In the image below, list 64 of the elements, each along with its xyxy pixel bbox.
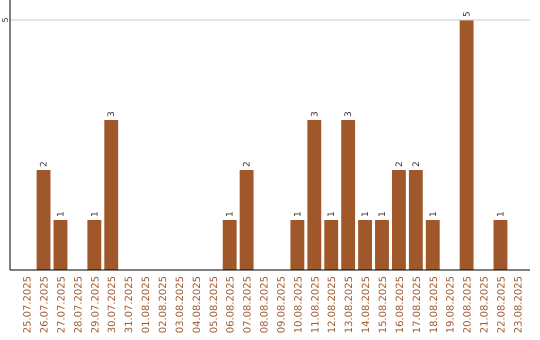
x-tick-label: 15.08.2025 bbox=[378, 276, 389, 334]
x-tick-label: 31.07.2025 bbox=[124, 276, 136, 334]
x-tick-label: 19.08.2025 bbox=[446, 276, 457, 334]
data-label: 1 bbox=[293, 211, 304, 217]
data-label: 2 bbox=[40, 161, 50, 167]
data-label: 5 bbox=[462, 11, 473, 17]
x-tick-label: 02.08.2025 bbox=[158, 276, 170, 334]
bar bbox=[426, 220, 440, 270]
x-tick-label: 17.08.2025 bbox=[412, 276, 423, 334]
bar bbox=[54, 220, 68, 270]
bar bbox=[87, 220, 102, 270]
x-tick-label: 22.08.2025 bbox=[496, 276, 508, 334]
x-tick-label: 10.08.2025 bbox=[293, 276, 304, 334]
x-tick-label: 06.08.2025 bbox=[226, 276, 237, 334]
x-tick-label: 18.08.2025 bbox=[428, 276, 440, 334]
x-tick-label: 30.07.2025 bbox=[107, 276, 118, 334]
bar bbox=[36, 170, 50, 270]
x-tick-label: 05.08.2025 bbox=[208, 276, 220, 334]
bar bbox=[341, 120, 356, 270]
data-label: 3 bbox=[310, 111, 320, 117]
x-tick-label: 29.07.2025 bbox=[90, 276, 102, 334]
data-label: 1 bbox=[56, 211, 66, 217]
bar bbox=[324, 220, 338, 270]
x-tick-label: 12.08.2025 bbox=[327, 276, 338, 334]
bar bbox=[375, 220, 389, 270]
x-tick-label: 28.07.2025 bbox=[73, 276, 84, 334]
data-label: 2 bbox=[242, 161, 253, 167]
x-tick-label: 20.08.2025 bbox=[462, 276, 474, 334]
x-tick-label: 13.08.2025 bbox=[344, 276, 356, 334]
data-label: 3 bbox=[344, 111, 354, 117]
bar bbox=[104, 120, 118, 270]
bar bbox=[240, 170, 254, 270]
bar bbox=[408, 170, 423, 270]
x-tick-label: 21.08.2025 bbox=[480, 276, 491, 334]
x-tick-label: 07.08.2025 bbox=[242, 276, 254, 334]
bar bbox=[392, 170, 406, 270]
x-tick-label: 16.08.2025 bbox=[394, 276, 406, 334]
x-tick-label: 27.07.2025 bbox=[56, 276, 68, 334]
x-tick-label: 14.08.2025 bbox=[361, 276, 372, 334]
x-tick-label: 01.08.2025 bbox=[141, 276, 152, 334]
data-label: 2 bbox=[412, 161, 422, 167]
bar bbox=[460, 20, 474, 270]
data-label: 1 bbox=[327, 211, 338, 217]
x-tick-label: 26.07.2025 bbox=[40, 276, 51, 334]
data-label: 1 bbox=[428, 211, 439, 217]
bar bbox=[307, 120, 322, 270]
x-tick-label: 04.08.2025 bbox=[192, 276, 203, 334]
x-tick-label: 09.08.2025 bbox=[276, 276, 288, 334]
x-tick-label: 03.08.2025 bbox=[174, 276, 186, 334]
bar bbox=[222, 220, 237, 270]
x-tick-label: 23.08.2025 bbox=[513, 276, 524, 334]
x-tick-label: 08.08.2025 bbox=[260, 276, 271, 334]
bar bbox=[358, 220, 372, 270]
x-tick-label: 11.08.2025 bbox=[310, 276, 322, 334]
data-label: 3 bbox=[107, 111, 118, 117]
data-label: 1 bbox=[226, 211, 236, 217]
data-label: 1 bbox=[378, 211, 388, 217]
data-label: 1 bbox=[496, 211, 506, 217]
data-label: 1 bbox=[90, 211, 100, 217]
bar bbox=[290, 220, 304, 270]
data-label: 2 bbox=[394, 161, 405, 167]
data-label: 1 bbox=[361, 211, 372, 217]
x-tick-label: 25.07.2025 bbox=[22, 276, 34, 334]
bar bbox=[494, 220, 508, 270]
